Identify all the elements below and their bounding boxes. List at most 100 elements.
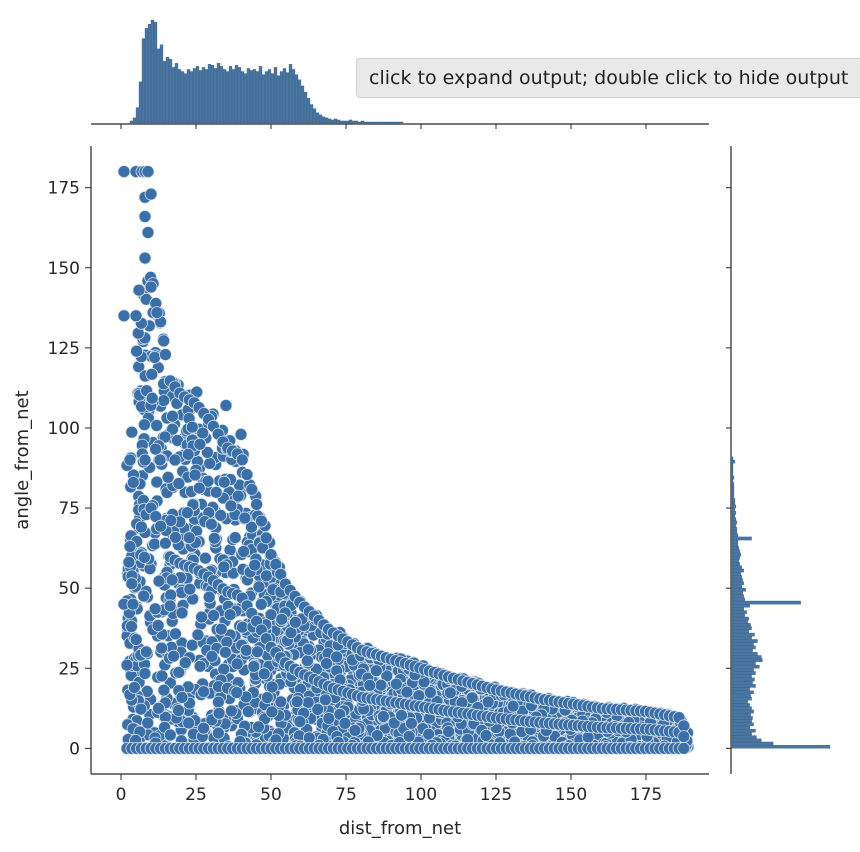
x-tick-label: 150 — [555, 785, 587, 805]
scatter-point — [166, 422, 179, 436]
hist-bar — [731, 571, 741, 576]
marginal-y-histogram — [726, 146, 831, 774]
hist-bar — [731, 504, 737, 509]
hist-bar — [333, 118, 338, 124]
scatter-point — [172, 477, 186, 490]
scatter-point — [141, 716, 155, 730]
scatter-point — [240, 468, 254, 482]
hist-bar — [159, 44, 164, 124]
hist-bar — [731, 479, 734, 483]
hist-bar — [303, 91, 308, 124]
scatter-point — [257, 667, 271, 681]
hist-bar — [731, 514, 736, 518]
scatter-point — [138, 210, 152, 223]
scatter-point — [423, 686, 437, 699]
hist-bar — [156, 48, 161, 124]
scatter-point — [197, 721, 211, 735]
hist-bar — [252, 69, 257, 124]
x-tick-label: 0 — [116, 785, 127, 805]
scatter-point — [677, 742, 691, 755]
hist-bar — [731, 693, 751, 698]
scatter-point — [168, 453, 182, 467]
scatter-point — [157, 334, 171, 348]
scatter-point — [178, 656, 192, 670]
scatter-point — [144, 280, 158, 294]
hist-bar — [324, 117, 329, 124]
hist-bar — [132, 117, 137, 124]
scatter-point — [158, 536, 172, 550]
y-tick-label: 125 — [48, 339, 80, 359]
hist-bar — [186, 69, 191, 124]
scatter-point — [175, 606, 189, 620]
hist-bar — [312, 108, 317, 124]
y-tick-label: 100 — [48, 419, 80, 439]
scatter-point — [167, 649, 181, 663]
hist-bar — [731, 620, 748, 624]
scatter-point — [161, 470, 175, 484]
scatter-point — [175, 691, 189, 704]
hist-bar — [378, 121, 383, 124]
hist-bar — [731, 498, 736, 502]
scatter-point — [163, 599, 177, 613]
scatter-point — [231, 489, 245, 503]
scatter-point — [254, 597, 268, 611]
scatter-point — [126, 475, 140, 489]
scatter-point — [318, 693, 332, 707]
scatter-point — [320, 657, 333, 670]
hist-bar — [731, 491, 735, 496]
scatter-points — [117, 165, 695, 755]
scatter-point — [196, 426, 210, 440]
hist-bar — [731, 664, 760, 669]
hist-bar — [222, 69, 227, 124]
hist-bar — [354, 120, 359, 124]
scatter-point — [127, 681, 141, 694]
hist-bar — [731, 668, 754, 672]
hist-bar — [731, 655, 762, 659]
hist-bar — [192, 68, 197, 124]
hist-bar — [342, 120, 347, 124]
hist-bar — [165, 56, 170, 124]
hist-bar — [731, 709, 754, 714]
hist-bar — [731, 536, 752, 541]
hist-bar — [731, 732, 752, 736]
scatter-point — [214, 622, 228, 636]
scatter-point — [239, 643, 253, 657]
hist-bar — [731, 626, 752, 630]
output-tooltip[interactable]: click to expand output; double click to … — [356, 58, 860, 98]
scatter-point — [137, 551, 151, 564]
hist-bar — [141, 38, 146, 124]
hist-bar — [249, 70, 254, 124]
scatter-point — [149, 442, 163, 456]
hist-bar — [731, 523, 737, 528]
hist-bar — [731, 645, 756, 650]
hist-bar — [731, 607, 744, 611]
scatter-point — [126, 597, 140, 611]
scatter-point — [141, 165, 155, 179]
hist-bar — [201, 67, 206, 124]
hist-bar — [237, 67, 242, 124]
hist-bar — [135, 107, 140, 124]
hist-bar — [731, 610, 747, 614]
hist-bar — [731, 745, 831, 749]
scatter-point — [183, 582, 197, 596]
hist-bar — [731, 511, 737, 515]
scatter-point — [117, 309, 131, 323]
hist-bar — [731, 719, 752, 723]
scatter-point — [165, 573, 179, 587]
scatter-point — [348, 724, 362, 737]
hist-bar — [168, 58, 173, 124]
scatter-point — [395, 708, 408, 722]
hist-bar — [369, 121, 374, 124]
hist-bar — [731, 459, 736, 464]
scatter-point — [380, 669, 394, 683]
hist-bar — [731, 652, 758, 656]
scatter-point — [125, 425, 139, 439]
scatter-point — [182, 531, 196, 545]
hist-bar — [731, 488, 735, 493]
scatter-point — [200, 445, 214, 459]
hist-bar — [306, 98, 311, 124]
scatter-point — [301, 696, 315, 709]
hist-bar — [731, 703, 750, 707]
hist-bar — [195, 66, 200, 124]
scatter-point — [157, 394, 171, 408]
